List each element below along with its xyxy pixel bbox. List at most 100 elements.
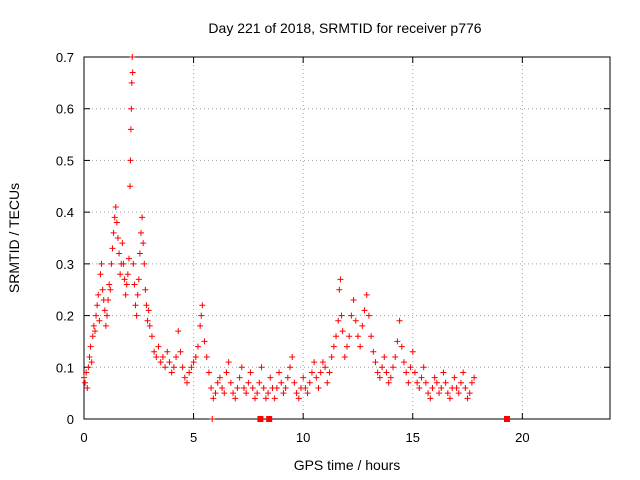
- zero-marker: [257, 416, 264, 422]
- data-point: [159, 353, 166, 360]
- data-point: [457, 379, 464, 386]
- data-point: [245, 379, 252, 386]
- data-point: [354, 333, 361, 340]
- data-point: [205, 369, 212, 376]
- data-point: [86, 353, 93, 360]
- plot-frame: [83, 56, 611, 420]
- data-point: [88, 359, 95, 366]
- data-point: [396, 317, 403, 324]
- x-tick-labels: 0 5 10 15 20: [80, 430, 529, 445]
- data-point: [295, 395, 302, 402]
- data-point: [119, 240, 126, 247]
- data-point: [208, 384, 215, 391]
- data-point: [262, 395, 269, 402]
- data-point: [400, 359, 407, 366]
- data-point: [271, 395, 278, 402]
- y-tick-label: 0.2: [56, 309, 74, 324]
- data-point: [236, 374, 243, 381]
- data-point: [230, 390, 237, 397]
- data-point: [471, 374, 478, 381]
- data-point: [300, 374, 307, 381]
- data-point: [113, 219, 120, 226]
- data-point: [276, 369, 283, 376]
- y-tick-label: 0.4: [56, 205, 74, 220]
- data-point: [102, 322, 109, 329]
- data-point: [280, 390, 287, 397]
- data-point: [124, 271, 131, 278]
- data-point: [116, 250, 123, 257]
- data-point: [130, 260, 137, 267]
- zero-marker: [503, 416, 510, 422]
- data-point: [311, 359, 318, 366]
- data-point: [122, 291, 129, 298]
- x-tick-label: 5: [190, 430, 197, 445]
- data-point: [447, 395, 454, 402]
- data-point: [101, 307, 108, 314]
- data-point: [232, 395, 239, 402]
- data-point: [127, 126, 134, 133]
- data-point: [429, 384, 436, 391]
- data-point: [405, 379, 412, 386]
- data-point: [363, 291, 370, 298]
- data-point: [129, 69, 136, 76]
- data-point: [153, 353, 160, 360]
- data-point: [199, 302, 206, 309]
- data-point: [203, 353, 210, 360]
- data-point: [133, 312, 140, 319]
- data-point: [322, 364, 329, 371]
- data-point: [350, 297, 357, 304]
- data-point: [81, 374, 87, 381]
- grid-lines: [84, 57, 610, 419]
- data-point: [466, 390, 473, 397]
- data-point: [145, 307, 152, 314]
- data-point: [420, 364, 427, 371]
- x-tick-label: 20: [515, 430, 529, 445]
- data-point: [416, 384, 423, 391]
- data-point: [132, 302, 139, 309]
- data-point: [98, 260, 105, 267]
- data-point: [444, 390, 451, 397]
- data-point: [287, 364, 294, 371]
- data-points: [81, 54, 510, 422]
- data-point: [306, 379, 313, 386]
- data-point: [173, 353, 180, 360]
- data-point: [315, 384, 322, 391]
- data-point: [365, 312, 372, 319]
- data-point: [201, 338, 208, 345]
- data-point: [436, 390, 443, 397]
- data-point: [409, 348, 416, 355]
- data-point: [84, 384, 91, 391]
- data-point: [131, 281, 138, 288]
- data-point: [197, 322, 204, 329]
- data-point: [359, 322, 366, 329]
- data-point: [438, 384, 445, 391]
- data-point: [148, 333, 155, 340]
- y-tick-labels: 0 0.1 0.2 0.3 0.4 0.5 0.6 0.7: [56, 50, 74, 427]
- data-point: [324, 379, 331, 386]
- data-point: [267, 374, 274, 381]
- data-point: [146, 322, 153, 329]
- data-point: [427, 395, 434, 402]
- data-point: [278, 379, 285, 386]
- data-point: [326, 369, 333, 376]
- data-point: [346, 333, 353, 340]
- data-point: [99, 286, 106, 293]
- data-point: [348, 312, 355, 319]
- data-point: [90, 322, 97, 329]
- data-point: [372, 359, 379, 366]
- data-point: [108, 260, 115, 267]
- data-point: [337, 276, 344, 283]
- data-point: [210, 395, 217, 402]
- data-point: [135, 276, 142, 283]
- data-point: [144, 317, 151, 324]
- data-point: [341, 353, 348, 360]
- data-point: [227, 379, 234, 386]
- data-point: [143, 302, 150, 309]
- y-axis-label: SRMTID / TECUs: [6, 183, 22, 293]
- y-tick-label: 0.1: [56, 360, 74, 375]
- data-point: [82, 379, 89, 386]
- data-point: [455, 390, 462, 397]
- data-point: [155, 343, 162, 350]
- data-point: [339, 328, 346, 335]
- data-point: [212, 390, 219, 397]
